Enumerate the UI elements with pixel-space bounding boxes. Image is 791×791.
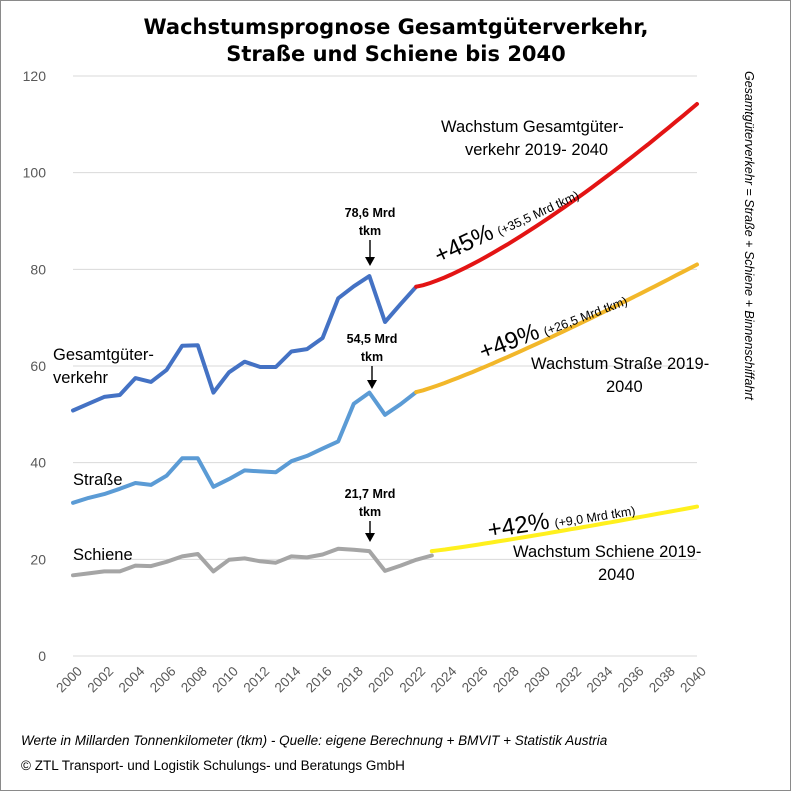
peak-strasse-arrow bbox=[367, 366, 377, 389]
x-tick-label: 2000 bbox=[53, 664, 85, 696]
projection-line-schiene bbox=[429, 504, 699, 554]
projection-labels: Wachstum Gesamtgüter- verkehr 2019- 2040… bbox=[441, 118, 709, 584]
footer-copyright: © ZTL Transport- und Logistik Schulungs-… bbox=[21, 758, 405, 773]
svg-text:+45%(+35,5 Mrd tkm): +45%(+35,5 Mrd tkm) bbox=[430, 179, 582, 269]
footer-source-note: Werte in Millarden Tonnenkilometer (tkm)… bbox=[21, 733, 608, 748]
x-tick-label: 2002 bbox=[84, 664, 116, 696]
peak-strasse-line-1: 54,5 Mrd bbox=[347, 332, 398, 346]
x-tick-label: 2020 bbox=[365, 664, 397, 696]
series-label-gesamt-line-2: verkehr bbox=[53, 369, 109, 387]
proj-label-strasse-line-2: 2040 bbox=[606, 378, 643, 396]
peak-gesamt-line-1: 78,6 Mrd bbox=[345, 206, 396, 220]
x-tick-label: 2028 bbox=[490, 664, 522, 696]
peak-annotations: 78,6 Mrd tkm 54,5 Mrd tkm 21,7 Mrd tkm bbox=[345, 206, 398, 542]
y-axis: 0 20 40 60 80 100 120 bbox=[23, 68, 47, 664]
x-tick-label: 2036 bbox=[615, 664, 647, 696]
proj-label-schiene-line-2: 2040 bbox=[598, 566, 635, 584]
peak-gesamt-arrow bbox=[365, 240, 375, 266]
series-labels: Gesamtgüter- verkehr Straße Schiene bbox=[53, 346, 154, 564]
x-axis: 2000 2002 2004 2006 2008 2010 2012 2014 2016 2018… bbox=[53, 663, 709, 695]
projection-lines bbox=[414, 102, 699, 554]
x-tick-label: 2008 bbox=[178, 664, 210, 696]
x-tick-label: 2014 bbox=[272, 663, 304, 695]
peak-schiene-line-2: tkm bbox=[359, 505, 381, 519]
chart-title-line-1: Wachstumsprognose Gesamtgüterverkehr, bbox=[144, 15, 649, 39]
side-note: Gesamtgüterverkehr = Straße + Schiene + … bbox=[742, 71, 756, 401]
x-tick-label: 2034 bbox=[584, 663, 616, 695]
series-label-strasse: Straße bbox=[73, 471, 123, 489]
series-line-gesamt bbox=[71, 274, 419, 413]
series-line-schiene bbox=[71, 546, 434, 578]
proj-label-gesamt-line-1: Wachstum Gesamtgüter- bbox=[441, 118, 624, 136]
proj-label-strasse-line-1: Wachstum Straße 2019- bbox=[531, 355, 709, 373]
peak-strasse-line-2: tkm bbox=[361, 350, 383, 364]
projection-line-gesamt bbox=[414, 102, 699, 289]
svg-text:+42%(+9,0 Mrd tkm): +42% (+9,0 Mrd tkm) bbox=[486, 494, 637, 544]
proj-label-schiene-line-1: Wachstum Schiene 2019- bbox=[513, 543, 701, 561]
peak-schiene-line-1: 21,7 Mrd bbox=[345, 487, 396, 501]
growth-delta-strasse: (+26,5 Mrd tkm) bbox=[542, 294, 630, 339]
x-tick-label: 2004 bbox=[116, 663, 148, 695]
x-tick-label: 2040 bbox=[677, 664, 709, 696]
projection-line-strasse bbox=[414, 262, 699, 395]
x-tick-label: 2038 bbox=[646, 664, 678, 696]
growth-pct-gesamt: +45% bbox=[430, 219, 498, 270]
y-tick-label: 60 bbox=[30, 358, 46, 374]
footer: Werte in Millarden Tonnenkilometer (tkm)… bbox=[21, 733, 608, 773]
x-tick-label: 2006 bbox=[147, 664, 179, 696]
growth-label-gesamt: +45%(+35,5 Mrd tkm) bbox=[430, 179, 582, 269]
x-tick-label: 2018 bbox=[334, 664, 366, 696]
y-tick-label: 20 bbox=[30, 551, 46, 567]
x-tick-label: 2016 bbox=[303, 664, 335, 696]
x-tick-label: 2010 bbox=[209, 664, 241, 696]
proj-label-gesamt-line-2: verkehr 2019- 2040 bbox=[465, 141, 608, 159]
y-tick-label: 100 bbox=[23, 165, 47, 181]
peak-schiene-arrow bbox=[365, 521, 375, 542]
chart-title-line-2: Straße und Schiene bis 2040 bbox=[226, 42, 566, 66]
series-label-gesamt-line-1: Gesamtgüter- bbox=[53, 346, 154, 364]
x-tick-label: 2022 bbox=[396, 664, 428, 696]
x-tick-label: 2030 bbox=[521, 664, 553, 696]
growth-pct-schiene: +42% bbox=[486, 508, 552, 544]
series-lines bbox=[71, 274, 434, 578]
y-tick-label: 0 bbox=[38, 648, 46, 664]
growth-label-strasse: +49%(+26,5 Mrd tkm) bbox=[475, 285, 630, 366]
growth-delta-gesamt: (+35,5 Mrd tkm) bbox=[495, 188, 581, 238]
x-tick-label: 2024 bbox=[428, 663, 460, 695]
series-label-schiene: Schiene bbox=[73, 546, 133, 564]
x-tick-label: 2012 bbox=[240, 664, 272, 696]
svg-text:+49%(+26,5 Mrd tkm): +49%(+26,5 Mrd tkm) bbox=[475, 285, 630, 366]
y-tick-label: 120 bbox=[23, 68, 47, 84]
x-tick-label: 2026 bbox=[459, 664, 491, 696]
chart-title: Wachstumsprognose Gesamtgüterverkehr, St… bbox=[144, 15, 649, 66]
peak-gesamt-line-2: tkm bbox=[359, 224, 381, 238]
growth-label-schiene: +42% (+9,0 Mrd tkm) bbox=[486, 494, 637, 544]
x-tick-label: 2032 bbox=[552, 664, 584, 696]
series-line-strasse bbox=[71, 390, 419, 505]
y-tick-label: 80 bbox=[30, 261, 46, 277]
y-tick-label: 40 bbox=[30, 455, 46, 471]
